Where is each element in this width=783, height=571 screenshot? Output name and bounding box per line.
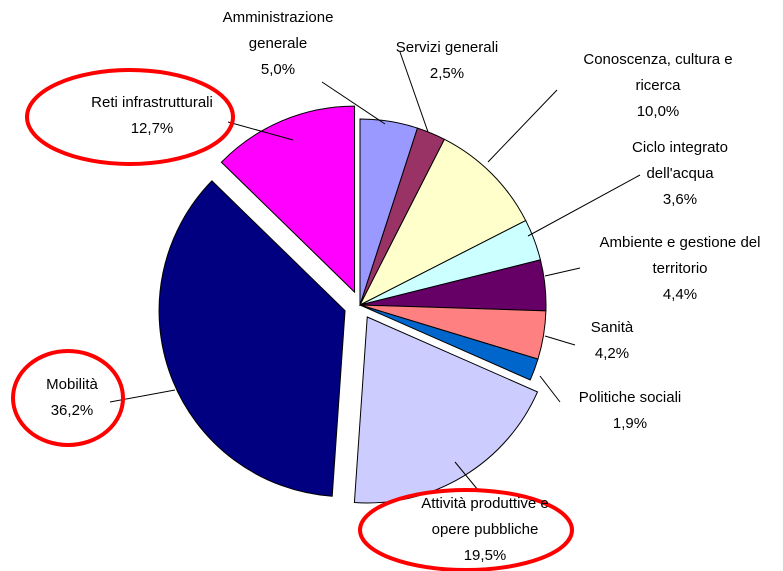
category-label: Politiche sociali — [578, 389, 682, 406]
category-label: Conoscenza, cultura e ricerca — [583, 51, 733, 94]
leader-line — [454, 461, 479, 491]
slice-label: Sanità 4,2% — [572, 315, 652, 367]
highlight-ellipse — [11, 349, 125, 447]
pie-slice — [220, 105, 356, 294]
category-label: Reti infrastrutturali — [91, 94, 213, 111]
highlight-ellipse — [358, 488, 574, 571]
value-label: 1,9% — [612, 415, 648, 432]
value-label: 10,0% — [636, 103, 680, 120]
category-label: Amministrazione generale — [222, 9, 334, 52]
value-label: 5,0% — [260, 61, 296, 78]
slice-label: Reti infrastrutturali 12,7% — [62, 90, 242, 142]
category-label: Sanità — [590, 319, 634, 336]
category-label: Ambiente e gestione del territorio — [599, 234, 761, 277]
slice-label: Conoscenza, cultura e ricerca 10,0% — [571, 47, 746, 125]
leader-line — [109, 389, 176, 403]
slice-label: Ambiente e gestione del territorio 4,4% — [585, 230, 775, 308]
leader-line — [527, 174, 641, 237]
slice-label: Servizi generali 2,5% — [377, 35, 517, 87]
category-label: Attività produttive e opere pubbliche — [421, 495, 549, 538]
leader-line — [399, 51, 429, 133]
leader-line — [227, 121, 294, 141]
value-label: 19,5% — [463, 547, 507, 564]
category-label: Servizi generali — [395, 39, 499, 56]
slice-label: Ciclo integrato dell'acqua 3,6% — [620, 135, 740, 213]
category-label: Ciclo integrato dell'acqua — [632, 139, 728, 182]
highlight-ellipse — [25, 68, 235, 166]
value-label: 36,2% — [50, 402, 94, 419]
pie-slice — [158, 180, 346, 497]
pie-slice — [353, 316, 539, 504]
leader-line — [544, 335, 576, 346]
value-label: 4,4% — [662, 286, 698, 303]
leader-line — [539, 375, 561, 403]
value-label: 3,6% — [662, 191, 698, 208]
value-label: 4,2% — [594, 345, 630, 362]
leader-line — [487, 89, 558, 163]
leader-line — [544, 267, 581, 277]
slice-label: Amministrazione generale 5,0% — [213, 5, 343, 83]
category-label: Mobilità — [46, 376, 98, 393]
pie-slice — [359, 304, 539, 381]
slice-label: Mobilità 36,2% — [27, 372, 117, 424]
value-label: 2,5% — [429, 65, 465, 82]
slice-label: Politiche sociali 1,9% — [555, 385, 705, 437]
pie-slice — [358, 138, 527, 307]
leader-line — [321, 81, 386, 125]
slice-label: Attività produttive e opere pubbliche 19,… — [408, 491, 563, 569]
value-label: 12,7% — [130, 120, 174, 137]
